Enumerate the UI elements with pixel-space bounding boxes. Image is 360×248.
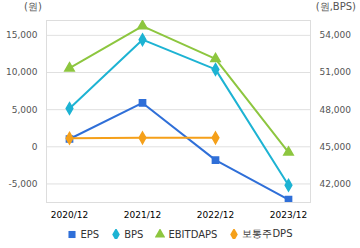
svg-text:54,000: 54,000: [320, 30, 352, 40]
html-text:EBITDAPS: EBITDAPS: [168, 228, 218, 240]
html-text:보통주DPS: 보통주DPS: [242, 228, 293, 239]
svg-text:2020/12: 2020/12: [51, 210, 88, 220]
svg-text:-5,000: -5,000: [8, 179, 37, 189]
svg-text:48,000: 48,000: [320, 105, 352, 115]
html-text:(원): (원): [24, 1, 42, 12]
svg-text:5,000: 5,000: [12, 105, 38, 115]
svg-text:10,000: 10,000: [6, 67, 38, 77]
svg-text:45,000: 45,000: [320, 142, 352, 152]
html-text:(원,BPS): (원,BPS): [315, 1, 356, 12]
svg-text:51,000: 51,000: [320, 67, 352, 77]
html-text:BPS: BPS: [124, 228, 144, 240]
svg-text:2022/12: 2022/12: [197, 210, 234, 220]
html-text:EPS: EPS: [80, 228, 100, 240]
svg-text:2021/12: 2021/12: [124, 210, 161, 220]
svg-text:2023/12: 2023/12: [270, 210, 307, 220]
svg-text:0: 0: [32, 142, 38, 152]
svg-text:42,000: 42,000: [320, 179, 352, 189]
svg-text:15,000: 15,000: [6, 30, 38, 40]
